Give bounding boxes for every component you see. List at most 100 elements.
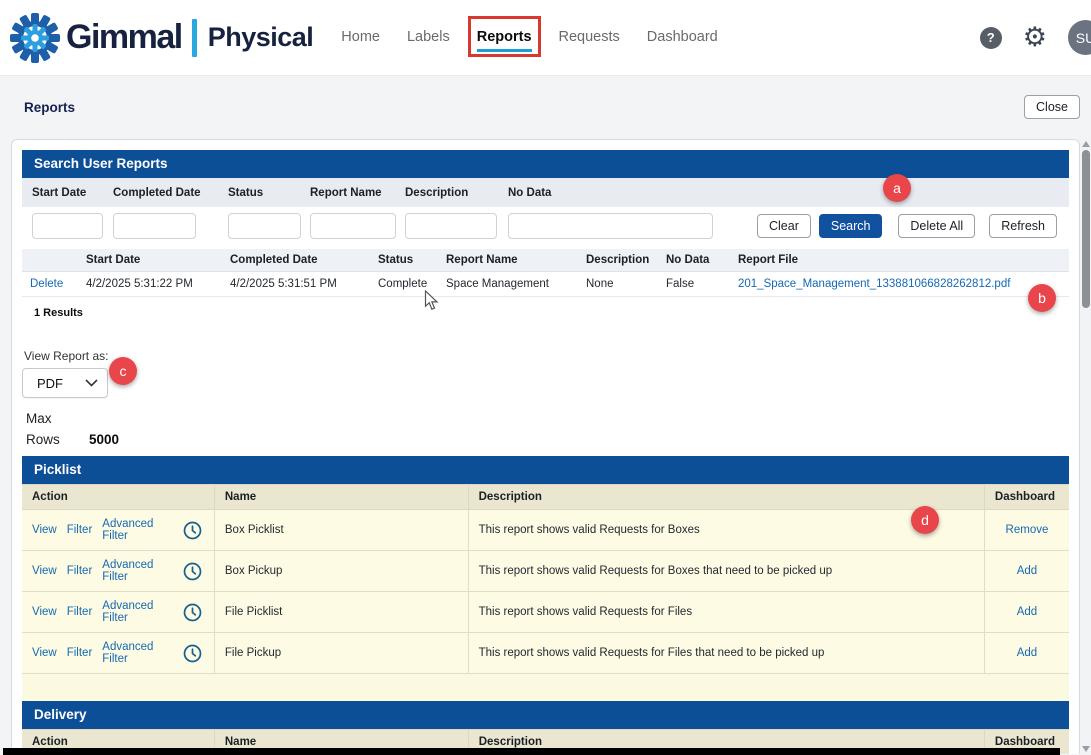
- filter-link[interactable]: Filter: [66, 647, 93, 659]
- filter-link[interactable]: Filter: [66, 565, 93, 577]
- top-navbar: Gimmal Physical Home Labels Reports Requ…: [0, 0, 1091, 76]
- report-description: This report shows valid Requests for Fil…: [467, 632, 985, 674]
- results-col-description: Description: [578, 249, 658, 272]
- view-report-select[interactable]: PDF: [22, 368, 108, 398]
- annotation-b: b: [1028, 284, 1056, 312]
- filter-label-no-data: No Data: [508, 186, 552, 199]
- results-col-report-name: Report Name: [438, 249, 578, 272]
- advanced-filter-link[interactable]: Advanced Filter: [102, 641, 154, 665]
- completed-date-input[interactable]: [113, 213, 196, 239]
- vertical-scrollbar[interactable]: [1081, 138, 1091, 755]
- report-name: File Pickup: [213, 632, 469, 674]
- report-description: This report shows valid Requests for Box…: [467, 509, 985, 551]
- view-link[interactable]: View: [32, 524, 57, 536]
- filter-label-description: Description: [405, 186, 469, 199]
- advanced-filter-link[interactable]: Advanced Filter: [102, 559, 154, 583]
- brand-name: Gimmal: [66, 18, 183, 56]
- description-input[interactable]: [405, 213, 497, 239]
- start-date-input[interactable]: [32, 213, 103, 239]
- col-description: Description: [467, 484, 985, 510]
- advanced-filter-link[interactable]: Advanced Filter: [102, 600, 154, 624]
- clock-icon[interactable]: [183, 562, 202, 581]
- nav-item-home[interactable]: Home: [341, 29, 380, 45]
- filter-link[interactable]: Filter: [66, 606, 93, 618]
- picklist-table: Action Name Description Dashboard View F…: [22, 484, 1069, 674]
- dashboard-remove-link[interactable]: Remove: [1005, 524, 1049, 536]
- results-col-no-data: No Data: [658, 249, 730, 272]
- filter-inputs-row: Clear Search Delete All Refresh: [22, 207, 1069, 247]
- view-report-selected-value: PDF: [37, 375, 63, 391]
- search-button[interactable]: Search: [818, 214, 883, 238]
- delivery-section-header: Delivery: [22, 701, 1069, 729]
- picklist-header-row: Action Name Description Dashboard: [22, 484, 1069, 510]
- scroll-down-icon[interactable]: [1082, 746, 1090, 752]
- filter-label-status: Status: [228, 186, 264, 199]
- dashboard-add-link[interactable]: Add: [1016, 647, 1038, 659]
- brand: Gimmal Physical: [8, 11, 314, 65]
- report-file-link[interactable]: 201_Space_Management_133881066828262812.…: [738, 278, 1011, 290]
- gear-icon[interactable]: ⚙: [1022, 22, 1047, 52]
- search-user-reports-header: Search User Reports: [22, 150, 1069, 178]
- report-name-input[interactable]: [310, 213, 396, 239]
- table-row: View Filter Advanced Filter Box Picklist…: [22, 509, 1069, 551]
- help-icon[interactable]: ?: [979, 26, 1002, 49]
- nav-item-labels[interactable]: Labels: [406, 29, 450, 45]
- gimmal-logo-icon: [10, 12, 60, 63]
- status-input[interactable]: [228, 213, 301, 239]
- nav-item-dashboard[interactable]: Dashboard: [646, 29, 718, 45]
- nav-item-reports[interactable]: Reports: [467, 16, 541, 57]
- col-action: Action: [22, 484, 215, 510]
- results-col-status: Status: [370, 249, 438, 272]
- col-name: Name: [213, 484, 469, 510]
- cell-status: Complete: [370, 271, 438, 297]
- scrollbar-thumb[interactable]: [1082, 150, 1090, 308]
- filter-label-completed-date: Completed Date: [113, 186, 201, 199]
- user-avatar[interactable]: SU: [1068, 20, 1091, 55]
- view-link[interactable]: View: [32, 565, 57, 577]
- cell-completed-date: 4/2/2025 5:31:51 PM: [222, 271, 370, 297]
- dashboard-add-link[interactable]: Add: [1016, 606, 1038, 618]
- report-name: Box Picklist: [213, 509, 469, 551]
- nav-item-requests[interactable]: Requests: [558, 29, 620, 45]
- cell-no-data: False: [658, 271, 730, 297]
- results-col-completed-date: Completed Date: [222, 249, 370, 272]
- filter-link[interactable]: Filter: [66, 524, 93, 536]
- annotation-c: c: [109, 357, 137, 385]
- max-rows-value: 5000: [89, 432, 120, 447]
- report-description: This report shows valid Requests for Fil…: [467, 591, 985, 633]
- advanced-filter-link[interactable]: Advanced Filter: [102, 518, 154, 542]
- table-row: View Filter Advanced Filter File Picklis…: [22, 591, 1069, 633]
- chevron-down-icon: [85, 379, 98, 387]
- results-row: Delete 4/2/2025 5:31:22 PM 4/2/2025 5:31…: [22, 271, 1069, 297]
- clock-icon[interactable]: [183, 644, 202, 663]
- delete-link[interactable]: Delete: [30, 278, 64, 290]
- navbar-right: ? ⚙ SU: [979, 20, 1091, 55]
- cell-report-name: Space Management: [438, 271, 578, 297]
- clear-button[interactable]: Clear: [757, 214, 811, 238]
- dashboard-add-link[interactable]: Add: [1016, 565, 1038, 577]
- filter-label-report-name: Report Name: [310, 186, 382, 199]
- results-col-start-date: Start Date: [78, 249, 222, 272]
- view-link[interactable]: View: [32, 647, 57, 659]
- col-dashboard: Dashboard: [983, 484, 1069, 510]
- brand-separator: [191, 18, 197, 57]
- max-rows: Max Rows 5000: [26, 408, 1069, 450]
- page-title: Reports: [24, 99, 76, 115]
- view-link[interactable]: View: [32, 606, 57, 618]
- report-name: Box Pickup: [213, 550, 469, 592]
- no-data-input[interactable]: [508, 213, 713, 239]
- clock-icon[interactable]: [183, 603, 202, 622]
- close-button[interactable]: Close: [1024, 95, 1080, 119]
- annotation-a: a: [883, 174, 911, 202]
- delete-all-button[interactable]: Delete All: [898, 214, 976, 238]
- results-count: 1 Results: [34, 307, 83, 319]
- clock-icon[interactable]: [183, 521, 202, 540]
- scroll-up-icon[interactable]: [1082, 141, 1090, 147]
- results-table: Start Date Completed Date Status Report …: [22, 249, 1069, 297]
- refresh-button[interactable]: Refresh: [989, 214, 1057, 238]
- reports-panel: Search User Reports Start Date Completed…: [11, 139, 1080, 754]
- report-name: File Picklist: [213, 591, 469, 633]
- cell-start-date: 4/2/2025 5:31:22 PM: [78, 271, 222, 297]
- filter-label-start-date: Start Date: [32, 186, 87, 199]
- brand-product: Physical: [207, 22, 314, 52]
